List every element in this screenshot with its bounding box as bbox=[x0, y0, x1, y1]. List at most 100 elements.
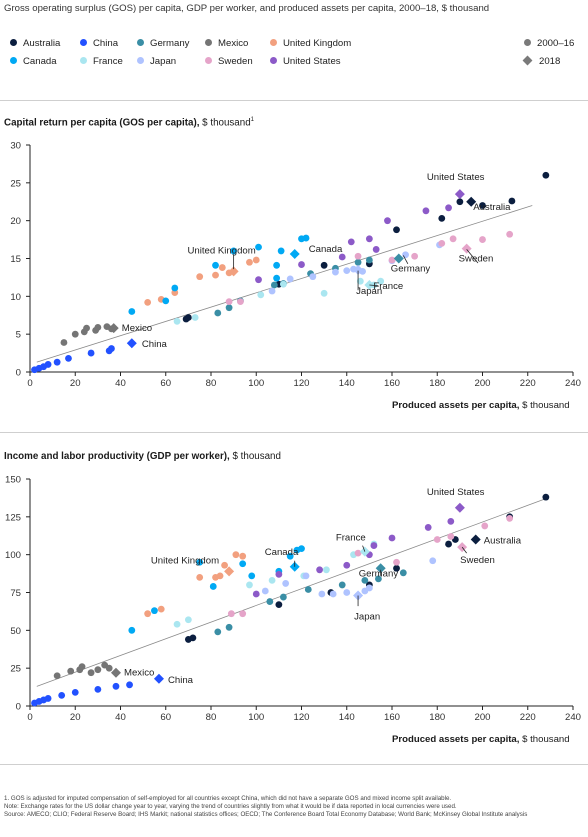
panel-title-gdp: Income and labor productivity (GDP per w… bbox=[4, 451, 281, 462]
x-tick-label: 80 bbox=[206, 378, 217, 389]
data-point-2018-china bbox=[153, 673, 164, 684]
data-point-china bbox=[87, 349, 95, 357]
legend-swatch bbox=[137, 56, 144, 64]
data-point-united-states bbox=[388, 534, 396, 542]
data-label-united-kingdom: United Kingdom bbox=[187, 245, 255, 256]
data-point-sweden bbox=[227, 610, 235, 618]
data-point-australia bbox=[508, 197, 516, 205]
chart-title: Gross operating surplus (GOS) per capita… bbox=[4, 3, 490, 14]
data-point-australia bbox=[456, 198, 464, 206]
series-united-kingdom bbox=[144, 551, 247, 618]
x-axis-title-gos: Produced assets per capita, $ thousand bbox=[392, 400, 570, 411]
data-point-canada bbox=[273, 274, 281, 282]
data-point-mexico bbox=[87, 669, 95, 677]
data-point-united-states bbox=[298, 261, 305, 268]
data-point-australia bbox=[479, 202, 486, 209]
x-tick-label: 220 bbox=[520, 712, 536, 723]
data-label-mexico: Mexico bbox=[124, 668, 154, 679]
x-tick-label: 180 bbox=[429, 712, 445, 723]
data-point-china bbox=[65, 354, 72, 362]
data-point-france bbox=[184, 616, 192, 624]
legend-label: Australia bbox=[23, 38, 61, 49]
data-label-france: France bbox=[373, 281, 403, 292]
x-tick-label: 100 bbox=[248, 378, 264, 389]
footnote-source: Source: AMECO; CLIO; Federal Reserve Boa… bbox=[4, 811, 528, 819]
footnote-note: Note: Exchange rates for the US dollar c… bbox=[4, 803, 457, 811]
series-sweden bbox=[227, 514, 514, 618]
data-point-united-kingdom bbox=[144, 298, 152, 306]
data-point-united-states bbox=[316, 566, 323, 574]
x-tick-label: 200 bbox=[474, 378, 490, 389]
data-point-united-states bbox=[372, 246, 380, 253]
data-point-canada bbox=[248, 572, 256, 580]
gdp-scatter-chart: 0 20 40 60 80 100 120 140 160 180 200 220 240 0 25 50 75… bbox=[5, 475, 581, 724]
data-point-sweden bbox=[411, 252, 419, 260]
series-germany bbox=[214, 256, 373, 317]
data-point-france bbox=[173, 317, 181, 325]
legend-label: Japan bbox=[150, 56, 177, 67]
data-point-germany bbox=[266, 598, 274, 605]
data-point-japan bbox=[402, 251, 409, 259]
x-axis-title-text: Produced assets per capita, bbox=[392, 734, 520, 745]
data-point-2018-germany bbox=[393, 253, 404, 264]
data-point-france bbox=[173, 620, 181, 628]
data-point-australia bbox=[393, 226, 400, 234]
data-point-sweden bbox=[449, 235, 457, 243]
series-germany bbox=[214, 569, 407, 636]
data-point-germany bbox=[365, 256, 373, 264]
x-axis-title-gdp: Produced assets per capita, $ thousand bbox=[392, 734, 570, 745]
data-point-sweden bbox=[354, 252, 362, 260]
diamond-marker-icon bbox=[522, 55, 533, 66]
data-point-japan bbox=[309, 273, 317, 281]
data-label-united-states: United States bbox=[427, 487, 485, 498]
data-point-canada bbox=[255, 243, 262, 251]
data-label-united-kingdom: United Kingdom bbox=[151, 555, 219, 566]
data-point-france bbox=[356, 277, 364, 285]
data-point-canada bbox=[298, 545, 305, 553]
x-tick-label: 160 bbox=[384, 378, 400, 389]
panel-title-unit: $ thousand bbox=[199, 117, 251, 129]
data-point-australia bbox=[438, 214, 446, 222]
data-point-2018-united-kingdom bbox=[228, 266, 239, 277]
data-point-japan bbox=[429, 557, 437, 565]
x-tick-label: 0 bbox=[27, 712, 32, 723]
series-united-states bbox=[252, 517, 455, 598]
x-tick-label: 180 bbox=[429, 378, 445, 389]
legend-item-sweden: Sweden bbox=[205, 56, 253, 67]
x-tick-label: 200 bbox=[474, 712, 490, 723]
data-point-germany bbox=[214, 309, 222, 317]
data-point-mexico bbox=[53, 672, 61, 680]
label-leader-line bbox=[402, 255, 409, 264]
data-point-canada bbox=[151, 607, 158, 615]
y-tick-label: 0 bbox=[16, 702, 21, 713]
legend-label: United Kingdom bbox=[283, 38, 352, 49]
series-canada bbox=[128, 234, 310, 315]
data-label-sweden: Sweden bbox=[460, 555, 495, 566]
series-china bbox=[31, 681, 133, 707]
data-label-china: China bbox=[168, 675, 194, 686]
y-tick-label: 30 bbox=[10, 141, 21, 152]
data-point-united-kingdom bbox=[212, 271, 219, 279]
legend-item-united-kingdom: United Kingdom bbox=[270, 38, 351, 49]
data-point-united-kingdom bbox=[216, 572, 224, 580]
legend-item-france: France bbox=[80, 56, 123, 67]
data-point-united-states bbox=[255, 276, 262, 284]
series-sweden bbox=[225, 230, 514, 306]
x-tick-label: 20 bbox=[70, 712, 81, 723]
data-point-france bbox=[257, 291, 265, 299]
data-point-china bbox=[94, 685, 102, 693]
data-point-united-states bbox=[445, 204, 452, 212]
data-point-united-states bbox=[347, 238, 355, 246]
legend-item-period-2000-16: 2000–16 bbox=[524, 38, 574, 49]
data-point-canada bbox=[286, 552, 294, 560]
data-point-australia bbox=[320, 261, 328, 269]
data-label-japan: Japan bbox=[354, 612, 380, 623]
legend-swatch bbox=[270, 56, 277, 64]
legend-item-mexico: Mexico bbox=[205, 38, 248, 49]
data-point-2018-australia bbox=[470, 534, 481, 545]
data-point-sweden bbox=[506, 230, 514, 238]
legend: Australia China Germany Mexico United Ki… bbox=[4, 38, 584, 72]
data-label-mexico: Mexico bbox=[122, 323, 152, 334]
data-point-united-kingdom bbox=[157, 605, 165, 613]
data-point-mexico bbox=[67, 667, 75, 675]
